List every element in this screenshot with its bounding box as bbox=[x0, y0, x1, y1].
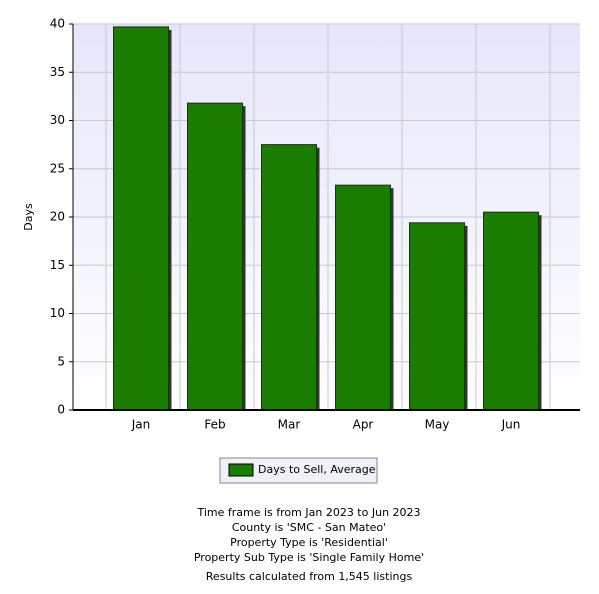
x-tick-label: Mar bbox=[278, 418, 301, 432]
footnote: Time frame is from Jan 2023 to Jun 2023 bbox=[196, 506, 420, 519]
y-tick-label: 0 bbox=[57, 403, 65, 417]
footnote: Property Sub Type is 'Single Family Home… bbox=[194, 551, 424, 564]
y-tick-label: 30 bbox=[50, 113, 65, 127]
y-tick-label: 15 bbox=[50, 258, 65, 272]
y-tick-label: 20 bbox=[50, 210, 65, 224]
bar bbox=[483, 211, 539, 411]
bar bbox=[409, 222, 465, 411]
x-tick-label: Jan bbox=[131, 418, 151, 432]
x-tick-label: Jun bbox=[501, 418, 521, 432]
legend-swatch bbox=[228, 463, 254, 477]
bar bbox=[335, 184, 391, 411]
y-tick-label: 25 bbox=[50, 161, 65, 175]
legend-label: Days to Sell, Average bbox=[258, 463, 376, 476]
footnote: Results calculated from 1,545 listings bbox=[206, 570, 413, 583]
bar bbox=[113, 26, 169, 411]
marks bbox=[73, 23, 580, 411]
x-tick-label: May bbox=[425, 418, 450, 432]
footnote: County is 'SMC - San Mateo' bbox=[232, 521, 386, 534]
footnote: Property Type is 'Residential' bbox=[230, 536, 388, 549]
y-tick-label: 10 bbox=[50, 306, 65, 320]
y-tick-label: 35 bbox=[50, 65, 65, 79]
y-tick-label: 40 bbox=[50, 17, 65, 31]
x-tick-label: Apr bbox=[353, 418, 374, 432]
bar bbox=[187, 102, 243, 411]
y-tick-label: 5 bbox=[57, 354, 65, 368]
bar bbox=[261, 144, 317, 411]
y-axis-title: Days bbox=[22, 203, 35, 231]
x-tick-label: Feb bbox=[204, 418, 225, 432]
